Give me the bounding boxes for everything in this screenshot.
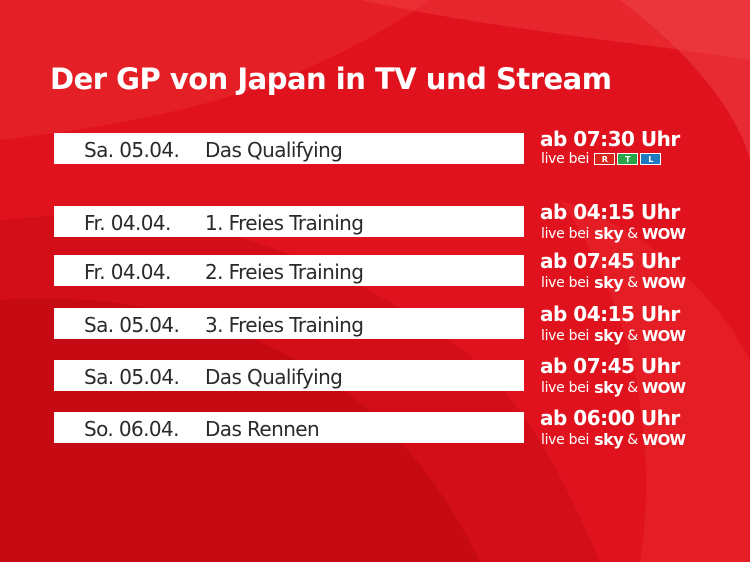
live-label: live bei [541, 379, 590, 396]
session-date: So. 06.04. [84, 417, 180, 441]
session-date: Sa. 05.04. [84, 313, 180, 337]
wow-logo: WOW [641, 224, 686, 243]
session-bar: Fr. 04.04. 2. Freies Training [54, 255, 524, 286]
broadcaster-info: live bei sky & WOW [541, 378, 686, 397]
session-name: Das Qualifying [205, 365, 343, 389]
broadcaster-info: live bei sky & WOW [541, 326, 686, 345]
sky-logo: sky [594, 326, 624, 345]
session-bar: Fr. 04.04. 1. Freies Training [54, 206, 524, 237]
sky-logo: sky [594, 273, 624, 292]
wow-logo: WOW [641, 326, 686, 345]
start-time: ab 07:45 Uhr [540, 354, 680, 378]
broadcaster-info: live bei sky & WOW [541, 224, 686, 243]
session-name: Das Rennen [205, 417, 320, 441]
live-label: live bei [541, 151, 590, 167]
ampersand: & [627, 379, 638, 396]
session-date: Fr. 04.04. [84, 260, 171, 284]
start-time: ab 06:00 Uhr [540, 406, 680, 430]
session-date: Sa. 05.04. [84, 138, 180, 162]
session-bar: So. 06.04. Das Rennen [54, 412, 524, 443]
rtl-letter: R [594, 153, 616, 165]
schedule-row: Sa. 05.04. Das Qualifying ab 07:30 Uhr l… [54, 127, 750, 170]
broadcaster-info: live bei R T L [541, 151, 662, 167]
session-name: Das Qualifying [205, 138, 343, 162]
session-date: Fr. 04.04. [84, 211, 171, 235]
session-bar: Sa. 05.04. Das Qualifying [54, 360, 524, 391]
start-time: ab 07:30 Uhr [540, 127, 680, 151]
session-name: 2. Freies Training [205, 260, 364, 284]
wow-logo: WOW [641, 378, 686, 397]
session-bar: Sa. 05.04. 3. Freies Training [54, 308, 524, 339]
schedule-row: So. 06.04. Das Rennen ab 06:00 Uhr live … [54, 406, 750, 449]
start-time: ab 04:15 Uhr [540, 200, 680, 224]
live-label: live bei [541, 225, 590, 242]
ampersand: & [627, 274, 638, 291]
sky-logo: sky [594, 224, 624, 243]
live-label: live bei [541, 431, 590, 448]
ampersand: & [627, 431, 638, 448]
sky-logo: sky [594, 430, 624, 449]
ampersand: & [627, 225, 638, 242]
schedule-row: Sa. 05.04. 3. Freies Training ab 04:15 U… [54, 302, 750, 345]
wow-logo: WOW [641, 273, 686, 292]
wow-logo: WOW [641, 430, 686, 449]
page-title: Der GP von Japan in TV und Stream [50, 62, 612, 96]
start-time: ab 04:15 Uhr [540, 302, 680, 326]
live-label: live bei [541, 327, 590, 344]
start-time: ab 07:45 Uhr [540, 249, 680, 273]
schedule-row: Fr. 04.04. 1. Freies Training ab 04:15 U… [54, 200, 750, 243]
schedule-row: Sa. 05.04. Das Qualifying ab 07:45 Uhr l… [54, 354, 750, 397]
session-name: 1. Freies Training [205, 211, 364, 235]
session-date: Sa. 05.04. [84, 365, 180, 389]
sky-logo: sky [594, 378, 624, 397]
broadcaster-info: live bei sky & WOW [541, 430, 686, 449]
rtl-letter: T [617, 153, 639, 165]
session-name: 3. Freies Training [205, 313, 364, 337]
ampersand: & [627, 327, 638, 344]
rtl-logo: R T L [594, 153, 662, 165]
schedule-row: Fr. 04.04. 2. Freies Training ab 07:45 U… [54, 249, 750, 292]
broadcaster-info: live bei sky & WOW [541, 273, 686, 292]
live-label: live bei [541, 274, 590, 291]
rtl-letter: L [640, 153, 662, 165]
session-bar: Sa. 05.04. Das Qualifying [54, 133, 524, 164]
